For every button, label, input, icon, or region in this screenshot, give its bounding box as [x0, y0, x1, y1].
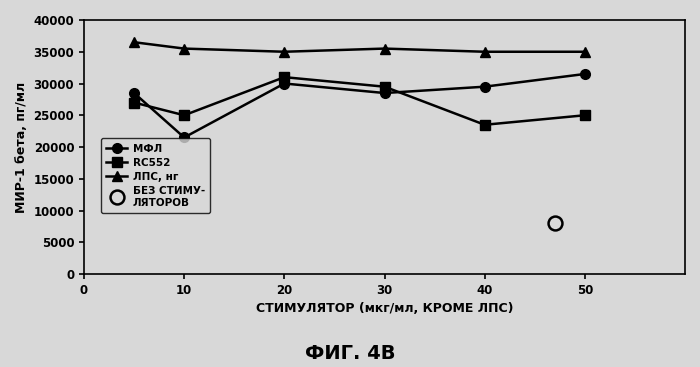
Y-axis label: МИР-1 бета, пг/мл: МИР-1 бета, пг/мл [15, 81, 28, 212]
RC552 [480, 123, 489, 127]
ЛПС, нг [480, 50, 489, 54]
ЛПС, нг [180, 46, 188, 51]
Line: МФЛ: МФЛ [130, 69, 589, 142]
ЛПС, нг [130, 40, 139, 44]
МФЛ [480, 84, 489, 89]
МФЛ [130, 91, 139, 95]
МФЛ [380, 91, 389, 95]
RC552 [180, 113, 188, 117]
ЛПС, нг [380, 46, 389, 51]
МФЛ [280, 81, 288, 86]
Text: ФИГ. 4В: ФИГ. 4В [304, 344, 395, 363]
Line: RC552: RC552 [130, 72, 589, 130]
X-axis label: СТИМУЛЯТОР (мкг/мл, КРОМЕ ЛПС): СТИМУЛЯТОР (мкг/мл, КРОМЕ ЛПС) [256, 302, 513, 315]
Line: ЛПС, нг: ЛПС, нг [130, 37, 589, 57]
ЛПС, нг [280, 50, 288, 54]
МФЛ [180, 135, 188, 140]
RC552 [280, 75, 288, 79]
RC552 [380, 84, 389, 89]
Legend: МФЛ, RC552, ЛПС, нг, БЕЗ СТИМУ-
ЛЯТОРОВ: МФЛ, RC552, ЛПС, нг, БЕЗ СТИМУ- ЛЯТОРОВ [102, 138, 210, 213]
ЛПС, нг [580, 50, 589, 54]
RC552 [130, 100, 139, 105]
МФЛ [580, 72, 589, 76]
RC552 [580, 113, 589, 117]
